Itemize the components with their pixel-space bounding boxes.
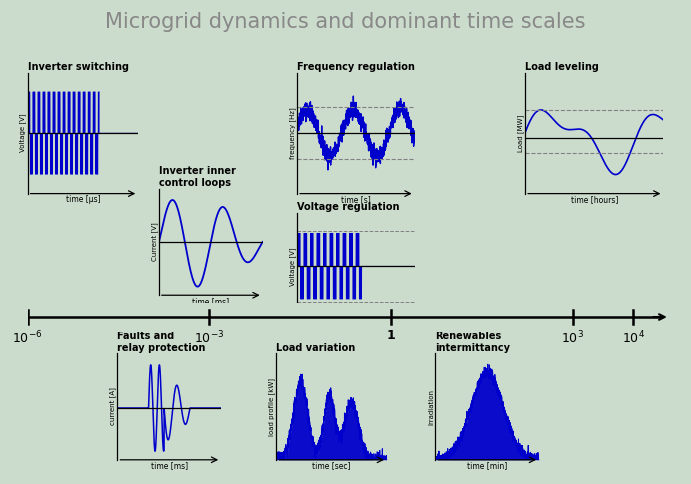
Text: Frequency regulation: Frequency regulation — [297, 62, 415, 72]
Y-axis label: Irradiation: Irradiation — [428, 389, 434, 424]
X-axis label: time [sec]: time [sec] — [312, 461, 351, 470]
Text: Faults and
relay protection: Faults and relay protection — [117, 331, 206, 352]
Y-axis label: Voltage [V]: Voltage [V] — [19, 114, 26, 152]
Y-axis label: load profile [kW]: load profile [kW] — [268, 378, 275, 436]
Text: $10^{3}$: $10^{3}$ — [561, 329, 584, 346]
Text: Inverter inner
control loops: Inverter inner control loops — [159, 166, 236, 188]
Text: $10^{-6}$: $10^{-6}$ — [12, 329, 43, 346]
Text: Renewables
intermittancy: Renewables intermittancy — [435, 331, 511, 352]
X-axis label: time [s]: time [s] — [341, 195, 371, 204]
Text: Inverter switching: Inverter switching — [28, 62, 129, 72]
X-axis label: time [ms]: time [ms] — [192, 297, 229, 305]
Text: Load variation: Load variation — [276, 343, 356, 352]
Text: Voltage regulation: Voltage regulation — [297, 202, 399, 212]
Y-axis label: Current [V]: Current [V] — [151, 223, 158, 261]
X-axis label: time [ms]: time [ms] — [151, 461, 188, 470]
Y-axis label: Load [MW]: Load [MW] — [517, 115, 524, 151]
X-axis label: time [hours]: time [hours] — [571, 195, 618, 204]
X-axis label: time [min]: time [min] — [467, 461, 507, 470]
Text: Load leveling: Load leveling — [525, 62, 599, 72]
Text: 1: 1 — [386, 329, 395, 342]
X-axis label: time [s]: time [s] — [341, 321, 371, 330]
Y-axis label: current [A]: current [A] — [109, 388, 116, 425]
X-axis label: time [μs]: time [μs] — [66, 195, 100, 204]
Text: Microgrid dynamics and dominant time scales: Microgrid dynamics and dominant time sca… — [105, 12, 586, 32]
Y-axis label: frequency [Hz]: frequency [Hz] — [289, 107, 296, 159]
Y-axis label: Voltage [V]: Voltage [V] — [289, 247, 296, 286]
Text: $10^{4}$: $10^{4}$ — [622, 329, 645, 346]
Text: $10^{-3}$: $10^{-3}$ — [194, 329, 225, 346]
